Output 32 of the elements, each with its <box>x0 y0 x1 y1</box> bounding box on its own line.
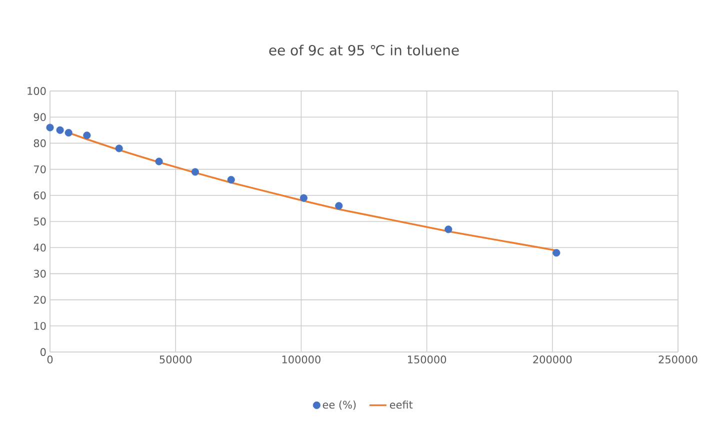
y-tick-label: 90 <box>34 113 46 122</box>
point <box>227 176 235 184</box>
legend-label: eefit <box>390 400 413 409</box>
y-tick-label: 70 <box>34 165 46 174</box>
y-tick-label: 60 <box>34 191 46 200</box>
y-tick-label: 50 <box>34 218 46 226</box>
point <box>335 202 343 210</box>
point <box>552 249 560 257</box>
y-tick-label: 20 <box>34 296 46 304</box>
legend-label: ee (%) <box>322 400 356 410</box>
y-tick-label: 0 <box>40 348 46 356</box>
x-tick-label: 50000 <box>160 356 192 364</box>
point <box>83 132 91 140</box>
x-tick-label: 250000 <box>658 356 698 364</box>
point <box>46 124 54 132</box>
y-tick-label: 10 <box>34 322 46 330</box>
y-tick-label: 30 <box>34 270 46 278</box>
point <box>56 126 64 134</box>
point <box>300 194 308 202</box>
x-tick-label: 200000 <box>533 356 572 364</box>
y-tick-label: 40 <box>34 244 46 252</box>
point <box>64 128 72 137</box>
point <box>191 168 199 176</box>
point <box>155 158 163 166</box>
point <box>444 226 452 234</box>
point <box>115 144 123 152</box>
x-tick-label: 150000 <box>408 356 446 364</box>
y-tick-label: 100 <box>28 87 46 95</box>
x-tick-label: 0 <box>47 356 53 364</box>
x-tick-label: 100000 <box>282 356 320 364</box>
chart-title: ee of 9c at 95 ℃ in toluene <box>269 44 459 56</box>
y-tick-label: 80 <box>34 139 46 148</box>
